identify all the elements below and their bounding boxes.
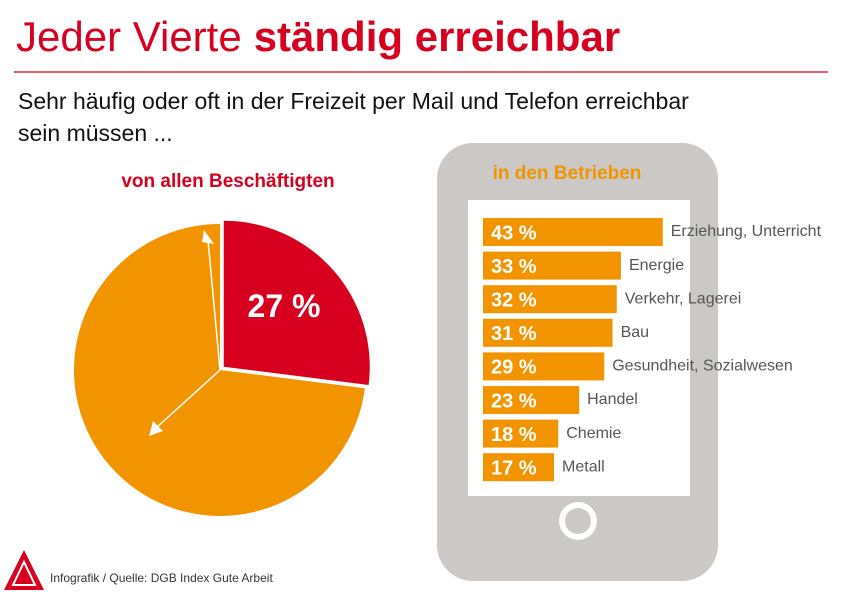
pie-title: von allen Beschäftigten [121,171,334,192]
bar [483,419,559,448]
bar-value-label: 33 % [491,256,537,278]
pie-slice [223,220,370,385]
arrow-head [202,230,214,244]
bar-value-label: 29 % [491,357,537,379]
bar-category-label: Chemie [566,425,621,442]
bar [483,318,613,347]
bar [483,218,663,246]
title-normal: Jeder Vierte [16,13,242,60]
bar-category-label: Erziehung, Unterricht [671,223,822,240]
bar-value-label: 23 % [491,390,537,412]
arrow-line [207,239,221,371]
bar [483,285,617,314]
bar-category-label: Verkehr, Lagerei [625,290,742,307]
bar-category-label: Bau [621,324,649,341]
bar-value-label: 32 % [491,289,537,311]
bar-chart: 43 % Erziehung, Unterricht 33 % Energie 32 %… [483,218,822,482]
bar-category-label: Metall [562,458,605,475]
logo-triangle [4,550,44,590]
bar-category-label: Handel [587,391,638,408]
phone-button-inner [565,508,591,534]
bar [483,453,555,482]
bar [483,352,605,381]
bar-value-label: 31 % [491,323,537,345]
bar [483,251,621,280]
arrow-line [155,369,221,429]
bar-value-label: 18 % [491,424,537,446]
subtitle-line: Sehr häufig oder oft in der Freizeit per… [18,88,689,114]
bar-title: in den Betrieben [493,163,642,184]
pie: 27 % [74,220,370,516]
title: Jeder Vierte ständig erreichbar [16,13,620,60]
logo-inner [11,559,37,586]
bar-category-label: Energie [629,257,684,274]
subtitle-line: sein müssen ... [18,120,173,146]
logo [4,550,44,590]
bar-category-label: Gesundheit, Sozialwesen [612,358,793,375]
arrow-head [149,421,163,436]
bar-value-label: 43 % [491,222,537,244]
bar [483,386,580,414]
title-bold: ständig erreichbar [254,13,620,60]
pie-value-label: 27 % [248,288,321,324]
source: Infografik / Quelle: DGB Index Gute Arbe… [50,571,273,585]
bar-value-label: 17 % [491,457,537,479]
